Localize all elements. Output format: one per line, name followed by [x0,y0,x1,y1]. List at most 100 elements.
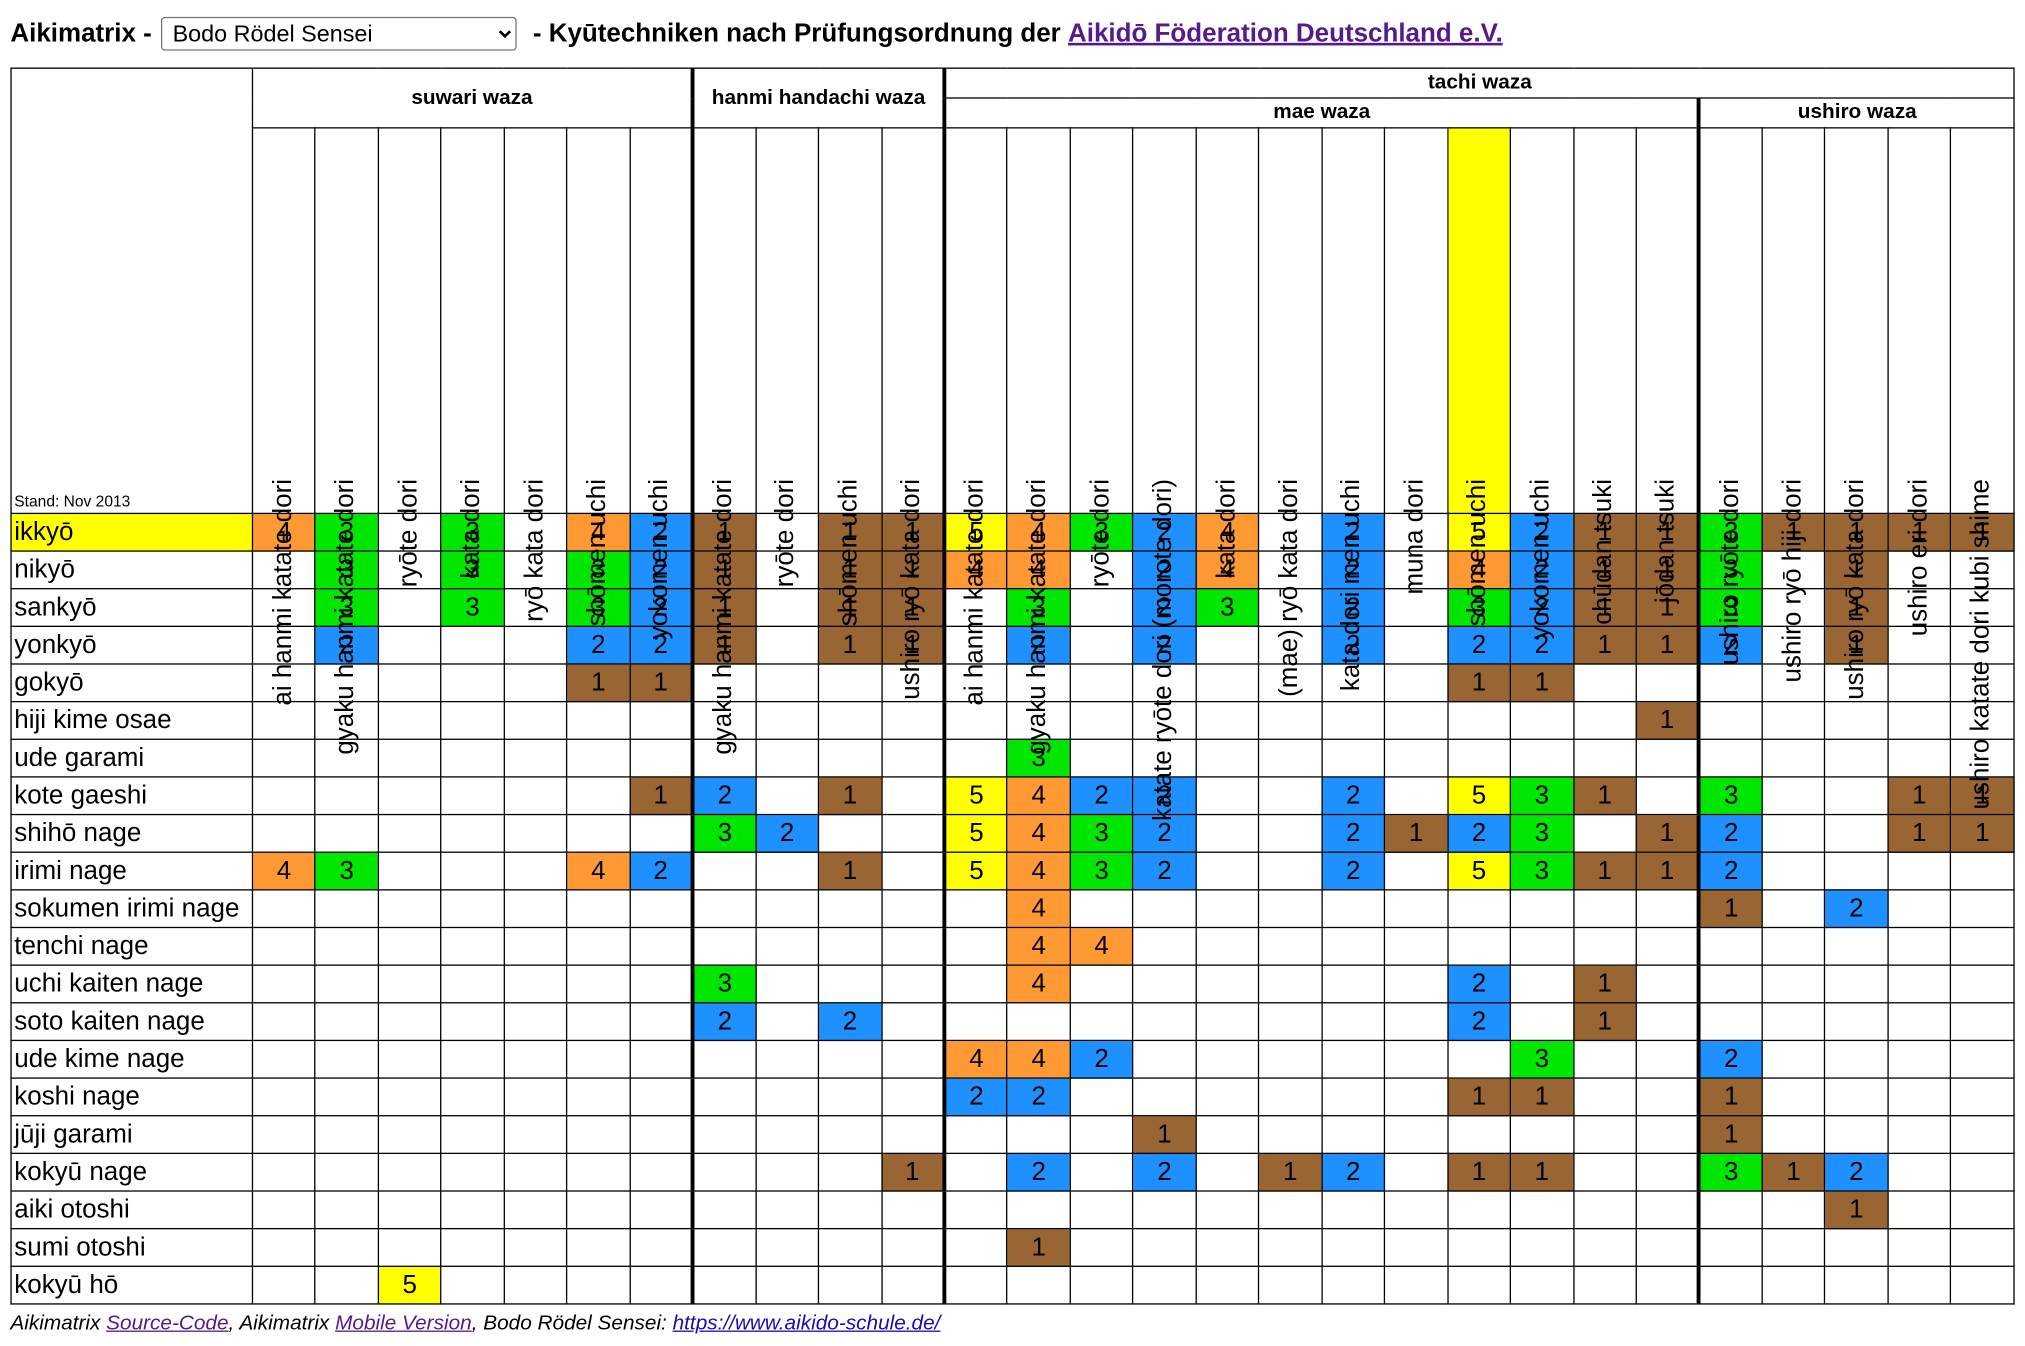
matrix-cell [314,1077,379,1117]
matrix-cell [1321,964,1386,1004]
matrix-cell [1446,738,1512,778]
matrix-cell [1635,1265,1700,1305]
matrix-cell [1383,1115,1449,1155]
matrix-cell: 4 [566,512,631,552]
matrix-cell [1258,813,1323,853]
matrix-cell [1572,1039,1637,1079]
matrix-cell: 3 [566,550,631,590]
matrix-cell: 1 [1635,813,1700,853]
matrix-cell [1258,625,1323,665]
matrix-cell [1887,625,1952,665]
technique-name: sankyō [10,588,254,627]
matrix-cell [314,964,379,1004]
matrix-cell: 1 [1887,813,1952,853]
matrix-cell: 2 [1509,550,1574,590]
matrix-cell: 1 [1635,625,1700,665]
column-label: kata dori [1211,478,1241,579]
column-label: ryōte dori [394,478,423,588]
table-row: koshi nage 2 2 1 1 1 [10,1077,2015,1117]
sensei-select[interactable]: Bodo Rödel Sensei [160,16,517,51]
mobile-version-link[interactable]: Mobile Version [335,1312,472,1335]
matrix-cell: 1 [1572,964,1637,1004]
matrix-cell [817,813,883,853]
matrix-cell [1006,1002,1071,1042]
column-header: yokomen uchi [1509,127,1574,639]
matrix-cell [1697,1190,1763,1230]
matrix-cell [1950,1265,2015,1305]
matrix-cell [1697,738,1763,778]
table-row: sankyō 3 3 3 2 1 1 1 3 2 3 2 3 2 1 1 3 1 [10,588,2015,627]
matrix-cell [503,1002,568,1042]
matrix-cell [755,926,820,966]
matrix-cell [1258,851,1323,891]
matrix-cell [1887,588,1952,627]
matrix-cell [503,964,568,1004]
matrix-cell [1697,1228,1763,1267]
matrix-cell [251,1002,317,1042]
source-code-link[interactable]: Source-Code [106,1312,229,1335]
matrix-cell [1887,1039,1952,1079]
matrix-cell [880,813,946,853]
column-label: muna dori [1400,478,1430,595]
matrix-cell: 2 [629,625,694,665]
matrix-cell [1950,851,2015,891]
matrix-cell [817,1265,883,1305]
column-label: ushiro ryō kata dori [1840,478,1870,700]
matrix-cell [755,1002,820,1042]
technique-name: hiji kime osae [10,700,254,740]
matrix-cell [377,1115,442,1155]
matrix-cell: 2 [1446,1002,1512,1042]
matrix-cell [1069,700,1134,740]
matrix-cell: 2 [1446,625,1512,665]
matrix-cell: 3 [1069,851,1134,891]
matrix-cell [817,1228,883,1267]
matrix-cell: 2 [629,588,694,627]
matrix-cell [1383,851,1449,891]
matrix-cell [1383,1002,1449,1042]
matrix-cell [251,889,317,929]
afd-link[interactable]: Aikidō Föderation Deutschland e.V. [1068,18,1503,48]
matrix-cell [1509,738,1574,778]
matrix-cell [377,625,442,665]
matrix-cell: 1 [817,851,883,891]
matrix-cell [1321,1228,1386,1267]
matrix-cell [942,1115,1008,1155]
column-label: ushiro ryōte dori [1715,478,1745,666]
matrix-cell [1258,588,1323,627]
matrix-cell [629,1190,694,1230]
matrix-cell [817,1190,883,1230]
column-header: kata dori [1195,127,1260,579]
matrix-cell: 1 [1824,625,1889,665]
column-label: jōdan tsuki [1651,478,1680,604]
technique-name: yonkyō [10,625,254,665]
matrix-cell [1321,889,1386,929]
table-row: ude garami 3 [10,738,2015,778]
matrix-cell: 4 [1195,512,1260,552]
matrix-cell: 4 [1006,776,1071,816]
matrix-cell [690,1115,757,1155]
matrix-cell [377,813,442,853]
title-prefix: Aikimatrix - [10,18,152,48]
column-header: ushiro ryō kata dori [1824,127,1889,700]
matrix-cell [690,889,757,929]
matrix-cell [1697,663,1763,703]
column-label: gyaku hanmi katate dori [709,478,738,755]
table-row: yonkyō 2 2 2 1 1 1 2 2 2 2 2 1 1 2 1 [10,625,2015,665]
matrix-cell [942,926,1008,966]
matrix-cell: 1 [690,550,757,590]
matrix-cell: 3 [1069,813,1134,853]
table-row: hiji kime osae 1 [10,700,2015,740]
matrix-cell [942,738,1008,778]
aikido-schule-link[interactable]: https://www.aikido-schule.de/ [672,1312,941,1335]
matrix-cell [1824,813,1889,853]
matrix-cell [755,700,820,740]
matrix-cell: 1 [1761,512,1826,552]
matrix-cell [377,550,442,590]
matrix-cell [1950,700,2015,740]
matrix-cell [755,512,820,552]
matrix-cell: 1 [1950,512,2015,552]
matrix-cell [1132,1265,1197,1305]
matrix-cell: 4 [1006,813,1071,853]
matrix-cell [1195,813,1260,853]
technique-name: sumi otoshi [10,1228,254,1267]
